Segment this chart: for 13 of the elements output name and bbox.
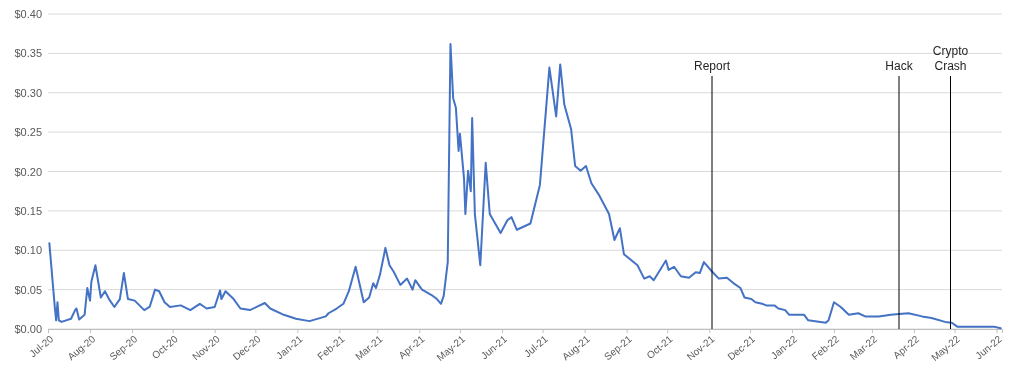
y-tick-label: $0.25 [14,126,42,139]
ref-line-label: Hack [885,59,914,73]
ref-line-label: Report [693,59,731,73]
line-series [48,42,1002,330]
y-tick-label: $0.15 [14,204,42,217]
y-tick-label: $0.20 [14,165,42,178]
y-tick-label: $0.10 [14,244,42,257]
y-tick-label: $0.00 [14,323,42,336]
y-tick-label: $0.35 [14,47,42,60]
y-tick-label: $0.30 [14,86,42,99]
ref-line-label: Crypto Crash [932,44,969,73]
y-tick-label: $0.05 [14,283,42,296]
y-tick-label: $0.40 [14,8,42,21]
